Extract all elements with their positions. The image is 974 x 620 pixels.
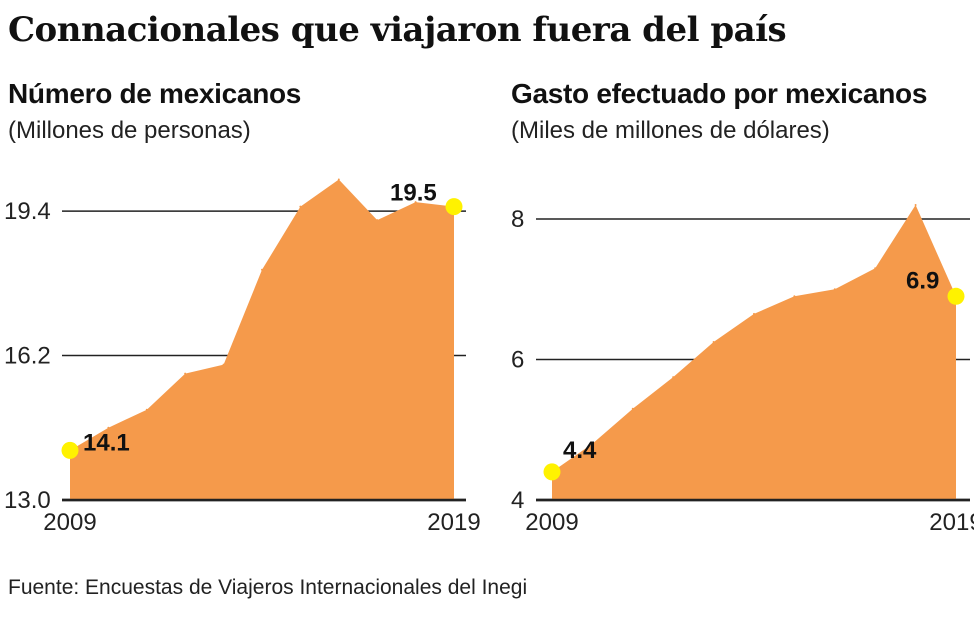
left-ytick-label-2: 19.4 <box>4 198 51 225</box>
right-ytick-label-2: 8 <box>511 206 524 233</box>
left-data-point-2015 <box>299 205 302 208</box>
left-panel-title: Número de mexicanos <box>8 78 302 109</box>
right-panel-subtitle: (Miles de millones de dólares) <box>511 117 830 144</box>
right-data-label-2019: 6.9 <box>906 267 939 294</box>
left-xtick-label-2019: 2019 <box>427 509 480 536</box>
right-ytick-label-1: 6 <box>511 347 524 374</box>
right-xtick-label-2019: 2019 <box>929 509 974 536</box>
left-data-point-2013 <box>222 363 225 366</box>
left-area-series <box>70 179 454 500</box>
left-data-point-2016 <box>337 178 340 181</box>
right-data-point-2015 <box>793 295 796 298</box>
left-data-point-2012 <box>184 372 187 375</box>
left-highlight-marker-2019 <box>445 198 463 216</box>
right-data-point-2017 <box>874 267 877 270</box>
left-ytick-label-0: 13.0 <box>4 487 51 514</box>
right-data-label-2009: 4.4 <box>563 437 597 464</box>
left-data-point-2017 <box>376 219 379 222</box>
right-data-point-2016 <box>833 288 836 291</box>
left-data-point-2011 <box>145 408 148 411</box>
right-data-point-2010 <box>591 442 594 445</box>
left-ytick-label-1: 16.2 <box>4 343 51 370</box>
left-data-point-2010 <box>107 426 110 429</box>
right-panel-title: Gasto efectuado por mexicanos <box>511 78 928 109</box>
left-data-point-2018 <box>414 201 417 204</box>
right-area-series <box>552 205 956 500</box>
right-data-point-2012 <box>672 376 675 379</box>
right-data-point-2018 <box>914 204 917 206</box>
right-data-point-2011 <box>631 407 634 410</box>
left-data-label-2019: 19.5 <box>390 180 437 207</box>
left-data-label-2009: 14.1 <box>83 429 130 456</box>
right-highlight-marker-2009 <box>543 463 561 481</box>
left-highlight-marker-2009 <box>61 441 79 459</box>
left-panel-subtitle: (Millones de personas) <box>8 117 251 144</box>
left-data-point-2014 <box>261 268 263 271</box>
right-ytick-label-0: 4 <box>511 487 524 514</box>
right-data-point-2013 <box>712 340 715 343</box>
right-xtick-label-2009: 2009 <box>525 509 578 536</box>
right-highlight-marker-2019 <box>947 287 965 305</box>
left-xtick-label-2009: 2009 <box>43 509 96 536</box>
chart-title: Connacionales que viajaron fuera del paí… <box>8 10 787 50</box>
source-note: Fuente: Encuestas de Viajeros Internacio… <box>8 576 528 599</box>
right-data-point-2014 <box>753 312 755 315</box>
